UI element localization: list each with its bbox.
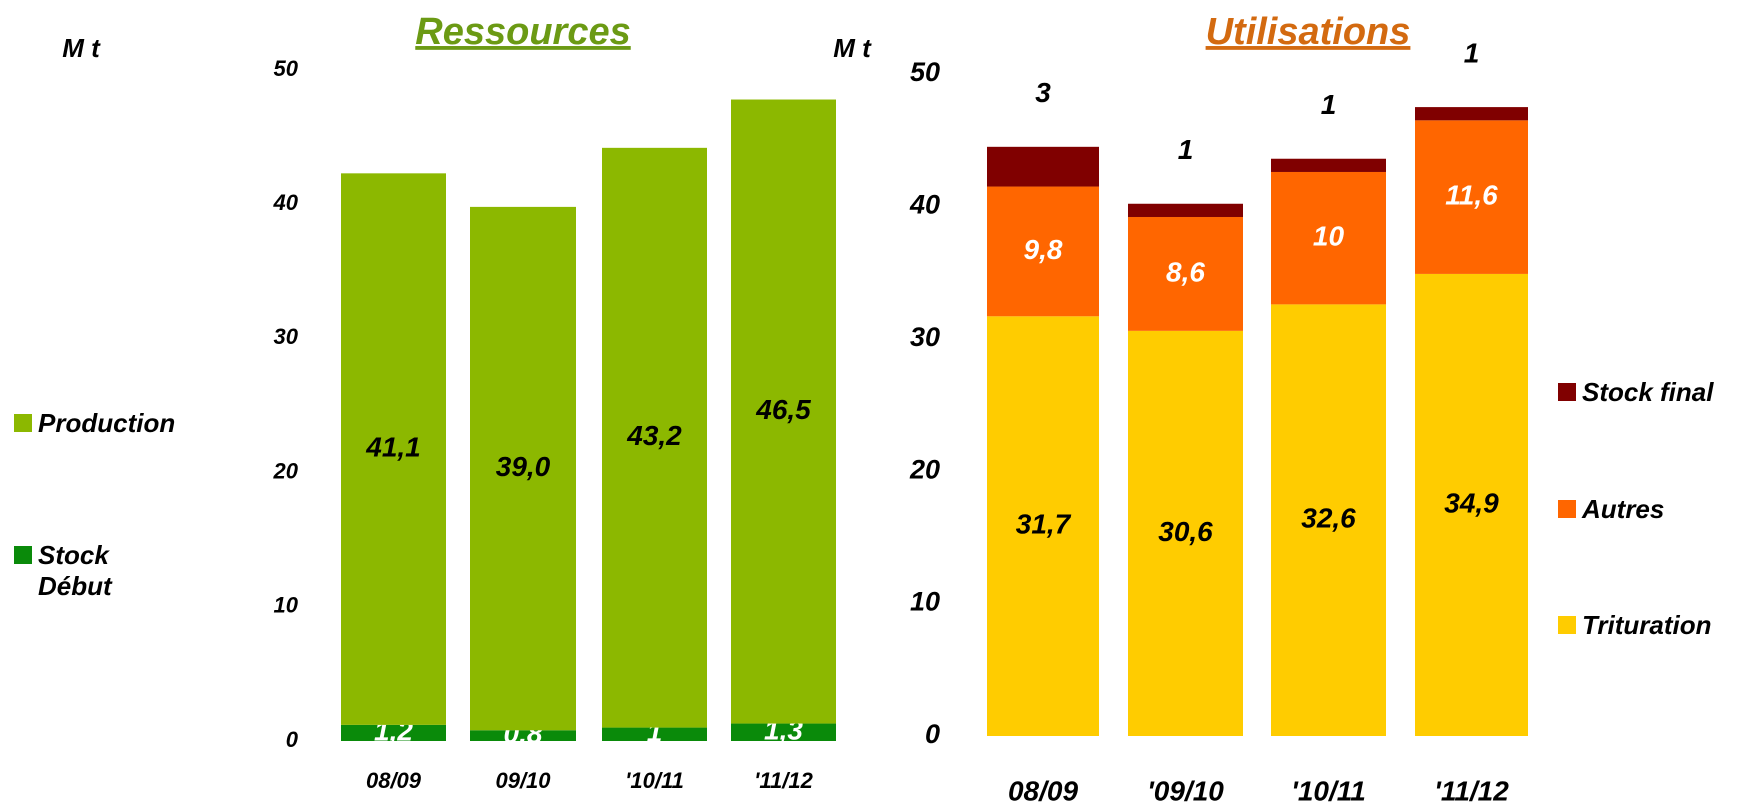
y-tick-label: 0 [286, 727, 299, 752]
y-tick-label: 30 [274, 324, 299, 349]
x-tick-label: '10/11 [625, 768, 684, 793]
bar-segment [1128, 203, 1243, 217]
x-tick-label: '11/12 [754, 768, 813, 793]
data-label: 31,7 [1016, 509, 1072, 540]
bar-segment [731, 99, 836, 724]
legend-swatch [1558, 616, 1576, 634]
y-axis-label: M t [62, 33, 101, 63]
x-tick-label: 08/09 [1008, 775, 1078, 806]
bar-segment [1415, 273, 1528, 736]
bar-segment [602, 147, 707, 728]
bar-segment [1128, 330, 1243, 736]
x-tick-label: '10/11 [1291, 775, 1366, 806]
bar-segment [470, 206, 576, 731]
legend-item: Production [14, 408, 224, 439]
bar-segment [341, 173, 446, 725]
legend-label: Production [38, 408, 176, 438]
y-tick-label: 40 [273, 190, 299, 215]
bar-segment [1128, 216, 1243, 331]
legend-item: Trituration [1558, 610, 1764, 641]
chart-title: Utilisations [1206, 11, 1411, 53]
legend-swatch [14, 546, 32, 564]
bar-segment [1271, 304, 1386, 736]
bar-segment [1415, 107, 1528, 121]
y-tick-label: 10 [910, 587, 940, 617]
data-label: 32,6 [1301, 503, 1356, 534]
data-label: 41,1 [365, 432, 421, 463]
legend-item: Autres [1558, 494, 1764, 525]
data-label: 10 [1313, 221, 1345, 252]
data-label: 39,0 [496, 451, 551, 482]
y-axis-label: M t [833, 33, 872, 63]
data-label: 30,6 [1158, 516, 1213, 547]
y-tick-label: 20 [909, 454, 940, 484]
bar-segment [1415, 120, 1528, 274]
y-tick-label: 50 [910, 57, 940, 87]
legend-label: Trituration [1582, 610, 1712, 640]
bar-segment [1271, 158, 1386, 172]
data-label: 9,8 [1024, 234, 1063, 265]
y-tick-label: 20 [273, 458, 299, 483]
x-tick-label: 09/10 [495, 768, 551, 793]
data-label: 1 [1321, 89, 1337, 120]
data-label: 1 [1464, 37, 1480, 68]
data-label: 11,6 [1445, 180, 1498, 211]
legend-label: Autres [1582, 494, 1665, 524]
legend-swatch [14, 414, 32, 432]
bar-segment [731, 723, 836, 741]
bar-segment [1271, 171, 1386, 305]
bar-segment [341, 724, 446, 741]
y-tick-label: 30 [910, 322, 940, 352]
data-label: 3 [1035, 77, 1051, 108]
bar-segment [987, 316, 1099, 736]
y-tick-label: 40 [909, 190, 940, 220]
legend-label: Stock final [1582, 377, 1714, 407]
y-tick-label: 50 [274, 56, 299, 81]
data-label: 46,5 [755, 394, 811, 425]
legend-item: Stock Début [14, 540, 224, 602]
legend-item: Stock final [1558, 377, 1764, 408]
data-label: 8,6 [1166, 256, 1205, 287]
bar-segment [470, 730, 576, 741]
legend-swatch [1558, 383, 1576, 401]
chart-title: Ressources [415, 11, 630, 53]
y-tick-label: 0 [925, 719, 940, 749]
legend-swatch [1558, 500, 1576, 518]
data-label: 43,2 [626, 420, 682, 451]
y-tick-label: 10 [274, 593, 299, 618]
data-label: 34,9 [1444, 487, 1499, 518]
x-tick-label: '11/12 [1434, 775, 1509, 806]
data-label: 1 [1178, 134, 1194, 165]
bar-segment [602, 727, 707, 741]
bar-segment [987, 186, 1099, 317]
x-tick-label: 08/09 [366, 768, 422, 793]
legend-label: Stock Début [38, 540, 112, 601]
x-tick-label: '09/10 [1147, 775, 1224, 806]
bar-segment [987, 146, 1099, 187]
